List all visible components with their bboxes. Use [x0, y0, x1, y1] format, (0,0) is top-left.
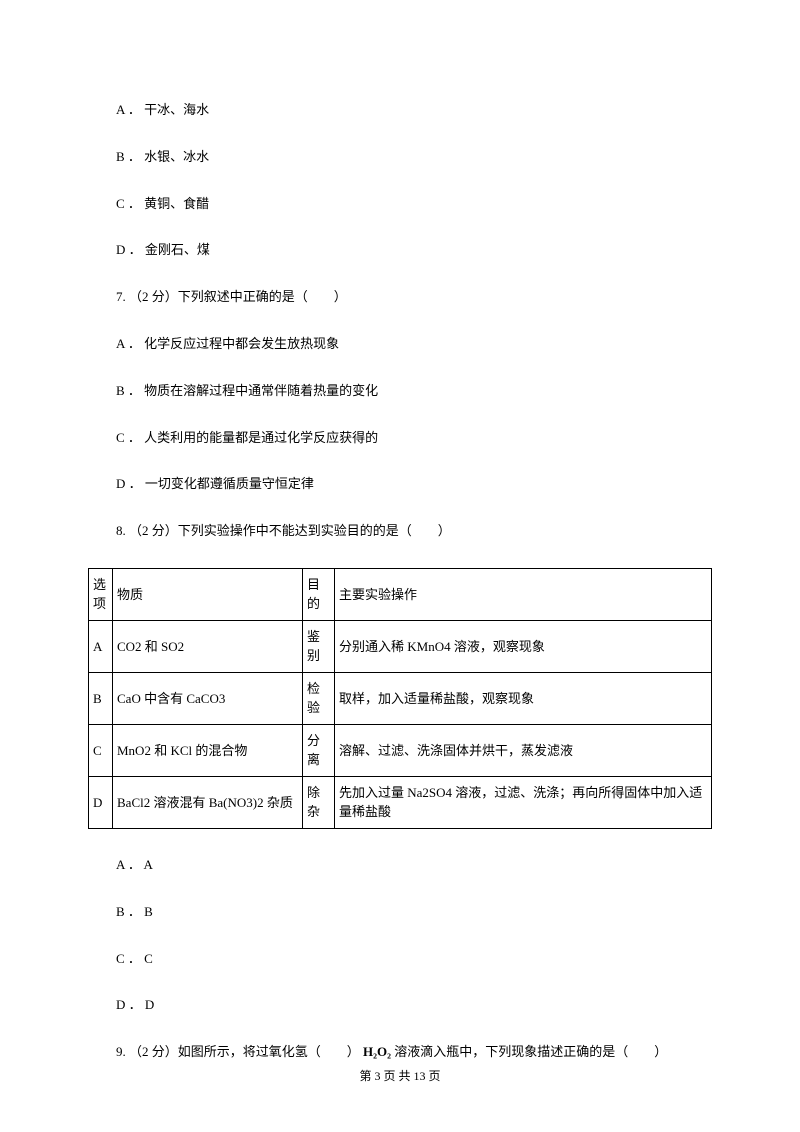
- q8-option-b: B ． B: [88, 902, 712, 923]
- table-row: D BaCl2 溶液混有 Ba(NO3)2 杂质 除杂 先加入过量 Na2SO4…: [89, 776, 712, 828]
- cell-substance: CO2 和 SO2: [113, 620, 303, 672]
- header-substance: 物质: [113, 568, 303, 620]
- q9-stem-pre: 9. （2 分）如图所示，将过氧化氢（ ）: [116, 1044, 360, 1059]
- table-row: C MnO2 和 KCl 的混合物 分离 溶解、过滤、洗涤固体并烘干，蒸发滤液: [89, 724, 712, 776]
- q7-option-c: C ． 人类利用的能量都是通过化学反应获得的: [88, 428, 712, 449]
- cell-purpose: 检验: [303, 672, 335, 724]
- q7-option-d: D ． 一切变化都遵循质量守恒定律: [88, 474, 712, 495]
- q8-option-a: A ． A: [88, 855, 712, 876]
- cell-purpose: 除杂: [303, 776, 335, 828]
- table-header-row: 选项 物质 目的 主要实验操作: [89, 568, 712, 620]
- header-purpose: 目的: [303, 568, 335, 620]
- cell-operation: 取样，加入适量稀盐酸，观察现象: [335, 672, 712, 724]
- cell-option: D: [89, 776, 113, 828]
- q7-option-b: B ． 物质在溶解过程中通常伴随着热量的变化: [88, 381, 712, 402]
- cell-substance: MnO2 和 KCl 的混合物: [113, 724, 303, 776]
- q7-stem: 7. （2 分）下列叙述中正确的是（ ）: [88, 287, 712, 308]
- header-option: 选项: [89, 568, 113, 620]
- cell-operation: 先加入过量 Na2SO4 溶液，过滤、洗涤；再向所得固体中加入适量稀盐酸: [335, 776, 712, 828]
- q9-stem-post: 溶液滴入瓶中，下列现象描述正确的是（ ）: [394, 1044, 667, 1059]
- q9-stem: 9. （2 分）如图所示，将过氧化氢（ ） H₂O₂ 溶液滴入瓶中，下列现象描述…: [88, 1042, 712, 1063]
- q8-option-d: D ． D: [88, 995, 712, 1016]
- cell-substance: BaCl2 溶液混有 Ba(NO3)2 杂质: [113, 776, 303, 828]
- cell-operation: 分别通入稀 KMnO4 溶液，观察现象: [335, 620, 712, 672]
- cell-purpose: 分离: [303, 724, 335, 776]
- cell-operation: 溶解、过滤、洗涤固体并烘干，蒸发滤液: [335, 724, 712, 776]
- q8-option-c: C ． C: [88, 949, 712, 970]
- header-operation: 主要实验操作: [335, 568, 712, 620]
- q6-option-d: D ． 金刚石、煤: [88, 240, 712, 261]
- cell-option: A: [89, 620, 113, 672]
- cell-option: C: [89, 724, 113, 776]
- cell-purpose: 鉴别: [303, 620, 335, 672]
- q6-option-b: B ． 水银、冰水: [88, 147, 712, 168]
- cell-option: B: [89, 672, 113, 724]
- q9-formula: H₂O₂: [363, 1044, 391, 1059]
- q7-option-a: A ． 化学反应过程中都会发生放热现象: [88, 334, 712, 355]
- cell-substance: CaO 中含有 CaCO3: [113, 672, 303, 724]
- q6-option-a: A ． 干冰、海水: [88, 100, 712, 121]
- q8-stem: 8. （2 分）下列实验操作中不能达到实验目的的是（ ）: [88, 521, 712, 542]
- q8-table: 选项 物质 目的 主要实验操作 A CO2 和 SO2 鉴别 分别通入稀 KMn…: [88, 568, 712, 829]
- table-row: A CO2 和 SO2 鉴别 分别通入稀 KMnO4 溶液，观察现象: [89, 620, 712, 672]
- table-row: B CaO 中含有 CaCO3 检验 取样，加入适量稀盐酸，观察现象: [89, 672, 712, 724]
- q6-option-c: C ． 黄铜、食醋: [88, 194, 712, 215]
- page-footer: 第 3 页 共 13 页: [0, 1067, 800, 1084]
